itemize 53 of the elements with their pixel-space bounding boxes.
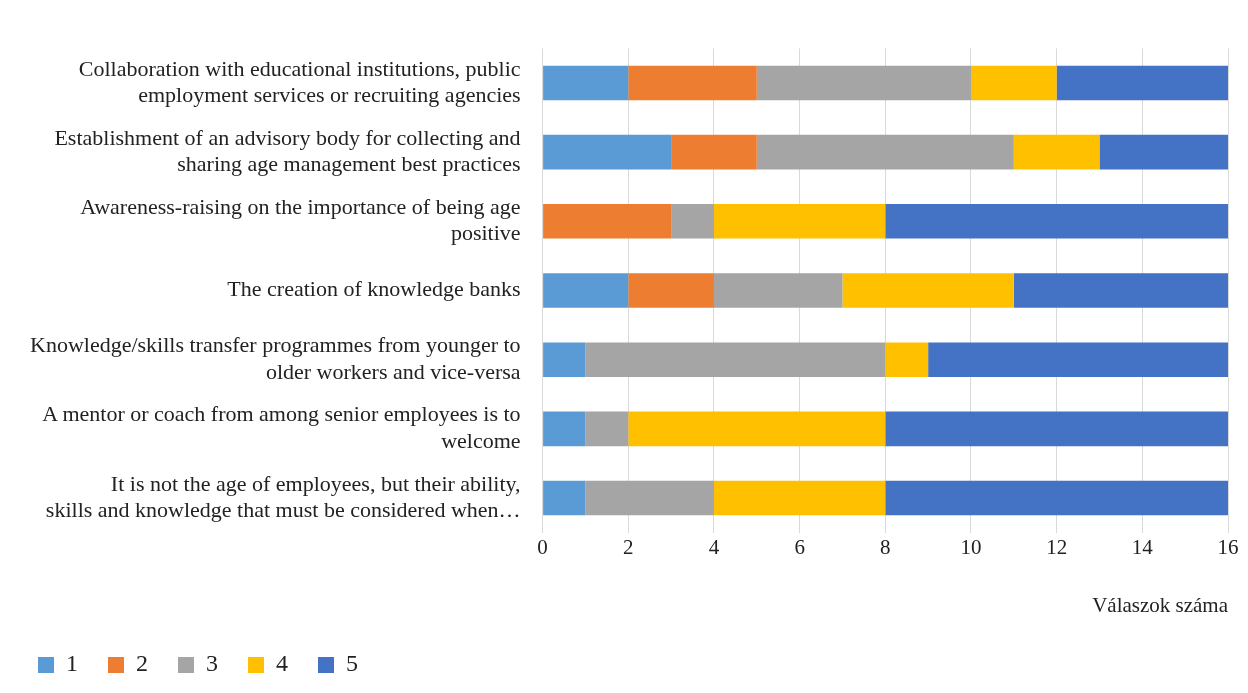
bar [1056, 65, 1228, 101]
bar [543, 204, 672, 239]
legend-label: 1 [66, 650, 78, 677]
x-tick-label: 16 [1217, 534, 1239, 559]
x-tick-label: 6 [794, 534, 805, 559]
y-tick-label: It is not the age of employees, but their ability, skills and knowledge that must be considered when… [45, 470, 521, 522]
y-tick-label: Collaboration with educational institutions, public employment services or recruiting agencies [78, 55, 521, 107]
bar [713, 480, 886, 516]
x-tick-label: 2 [623, 534, 634, 559]
bar [885, 204, 1228, 239]
bar [628, 65, 757, 101]
y-tick-label: Knowledge/skills transfer programmes from younger to older workers and vice-versa [30, 332, 521, 384]
x-tick-label: 12 [1046, 534, 1068, 559]
bar [1099, 134, 1228, 170]
bar [756, 134, 1014, 170]
x-tick-label: 14 [1131, 534, 1154, 559]
bar [970, 65, 1057, 101]
bar [543, 411, 586, 447]
bar [543, 273, 629, 308]
x-tick-label: 10 [960, 534, 982, 559]
legend-label: 3 [206, 650, 218, 677]
x-tick-label: 0 [537, 534, 548, 559]
legend-label: 4 [276, 650, 288, 677]
x-axis-title: Válaszok száma [1092, 592, 1229, 617]
bar [885, 342, 929, 377]
bar [585, 411, 629, 447]
bar [713, 273, 843, 308]
bar [628, 411, 886, 447]
bar [885, 480, 1228, 516]
bar [713, 204, 886, 239]
bar [628, 273, 714, 308]
legend-label: 2 [136, 650, 148, 677]
y-tick-label: Awareness-raising on the importance of being age positive [80, 193, 521, 246]
x-tick-label: 4 [708, 534, 720, 559]
bar [671, 204, 714, 239]
bar [543, 480, 586, 516]
bar [842, 273, 1014, 308]
bar [1013, 134, 1100, 170]
bar [1013, 273, 1228, 308]
bar [543, 342, 586, 377]
x-tick-label: 8 [880, 534, 891, 559]
y-tick-label: A mentor or coach from among senior employees is to welcome [42, 401, 521, 453]
bar [585, 480, 714, 516]
bar [585, 342, 886, 377]
bar [756, 65, 971, 101]
bar [543, 134, 672, 170]
bar [885, 411, 1228, 447]
bar [928, 342, 1228, 377]
bar [543, 65, 629, 101]
legend-label: 5 [346, 650, 358, 677]
bar [671, 134, 757, 170]
y-tick-label: The creation of knowledge banks [227, 276, 521, 302]
y-tick-label: Establishment of an advisory body for collecting and sharing age management best practices [54, 124, 521, 177]
